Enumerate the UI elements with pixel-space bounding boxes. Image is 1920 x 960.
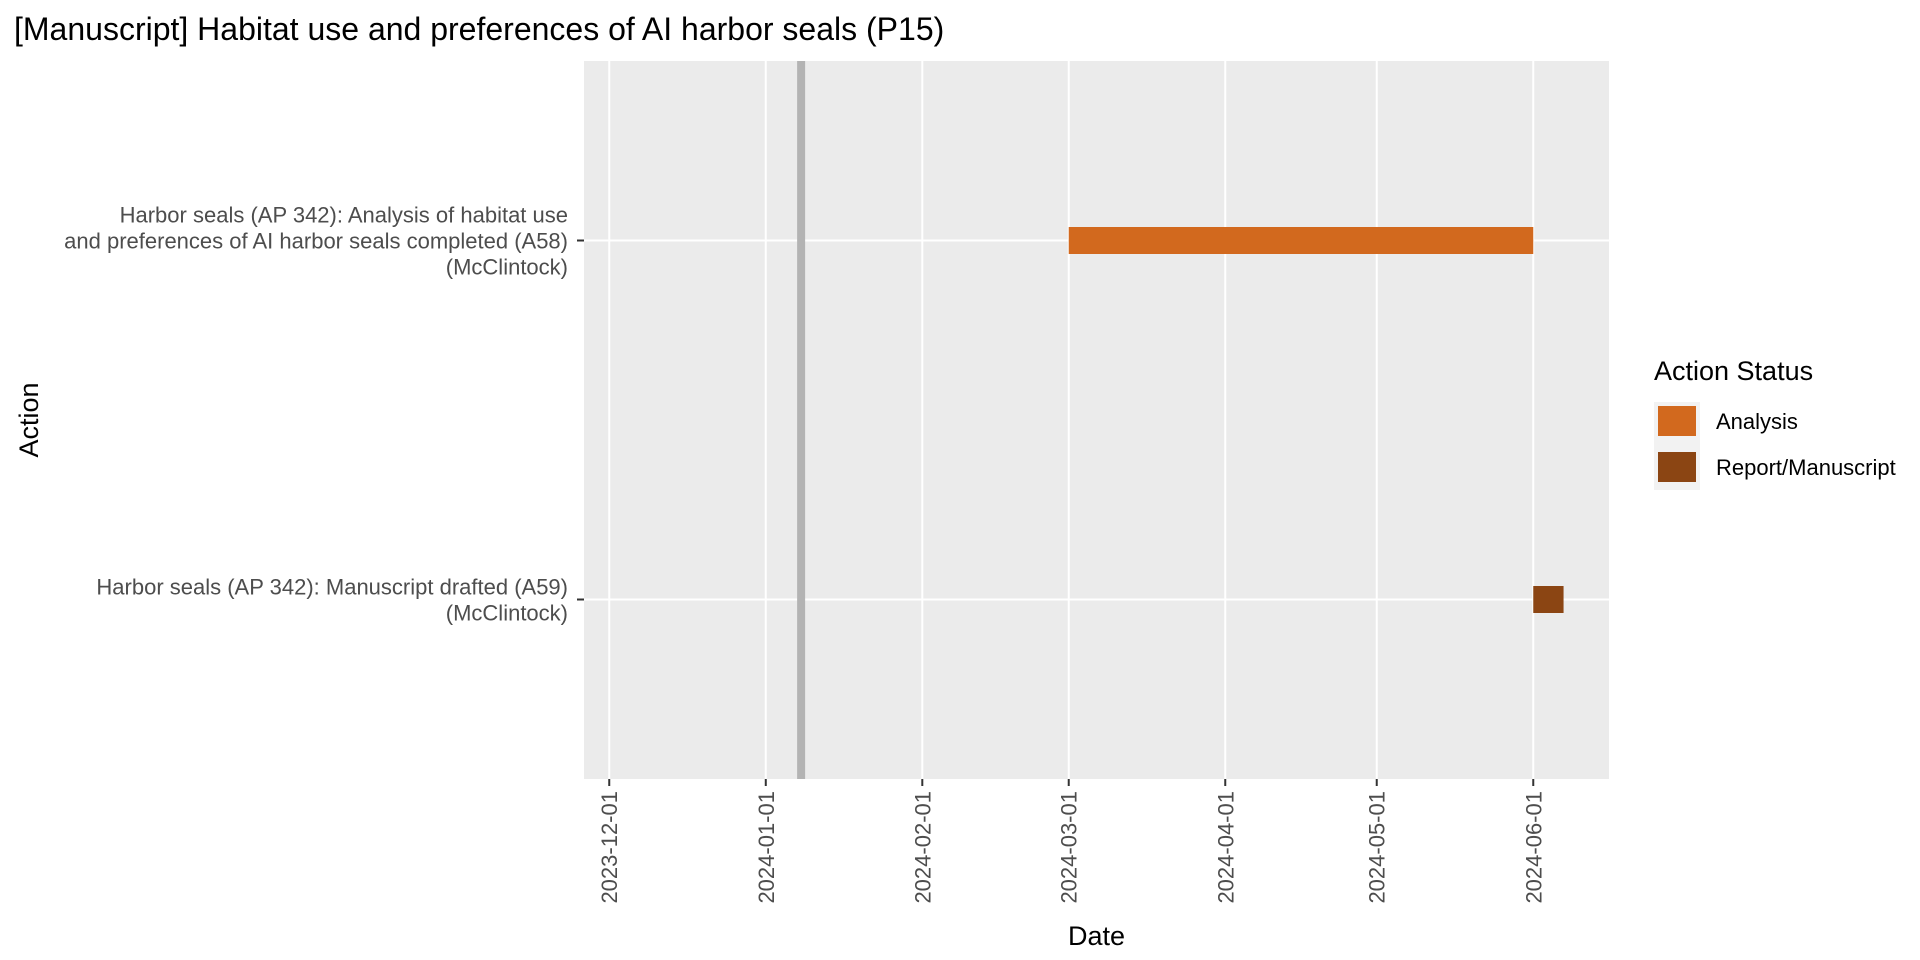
- y-tick-label: and preferences of AI harbor seals compl…: [64, 229, 568, 254]
- x-axis-title: Date: [1068, 921, 1125, 951]
- legend: Action Status Analysis Report/Manuscript: [1654, 356, 1896, 490]
- legend-key: [1658, 406, 1696, 436]
- plot-panel: [584, 61, 1609, 779]
- task-bar: [1533, 586, 1564, 613]
- y-tick-label: Harbor seals (AP 342): Manuscript drafte…: [96, 575, 568, 600]
- grid-lines: [584, 61, 1609, 779]
- task-bars: [1068, 227, 1564, 613]
- x-tick-label: 2024-02-01: [910, 791, 935, 904]
- x-tick-label: 2024-04-01: [1213, 791, 1238, 904]
- x-tick-label: 2024-06-01: [1521, 791, 1546, 904]
- x-tick-label: 2024-05-01: [1365, 791, 1390, 904]
- legend-title: Action Status: [1654, 356, 1813, 386]
- task-bar: [1068, 227, 1534, 254]
- x-tick-label: 2023-12-01: [597, 791, 622, 904]
- y-tick-label: (McClintock): [446, 255, 568, 280]
- y-tick-label: Harbor seals (AP 342): Analysis of habit…: [120, 203, 568, 228]
- y-axis: Harbor seals (AP 342): Analysis of habit…: [64, 203, 584, 626]
- legend-key: [1658, 452, 1696, 482]
- legend-label: Report/Manuscript: [1716, 455, 1896, 480]
- x-tick-label: 2024-01-01: [754, 791, 779, 904]
- y-tick-label: (McClintock): [446, 601, 568, 626]
- x-tick-label: 2024-03-01: [1057, 791, 1082, 904]
- legend-label: Analysis: [1716, 409, 1798, 434]
- chart-title: [Manuscript] Habitat use and preferences…: [14, 11, 944, 47]
- x-axis: 2023-12-01 2024-01-01 2024-02-01 2024-03-01…: [597, 779, 1546, 904]
- y-axis-title: Action: [14, 382, 44, 457]
